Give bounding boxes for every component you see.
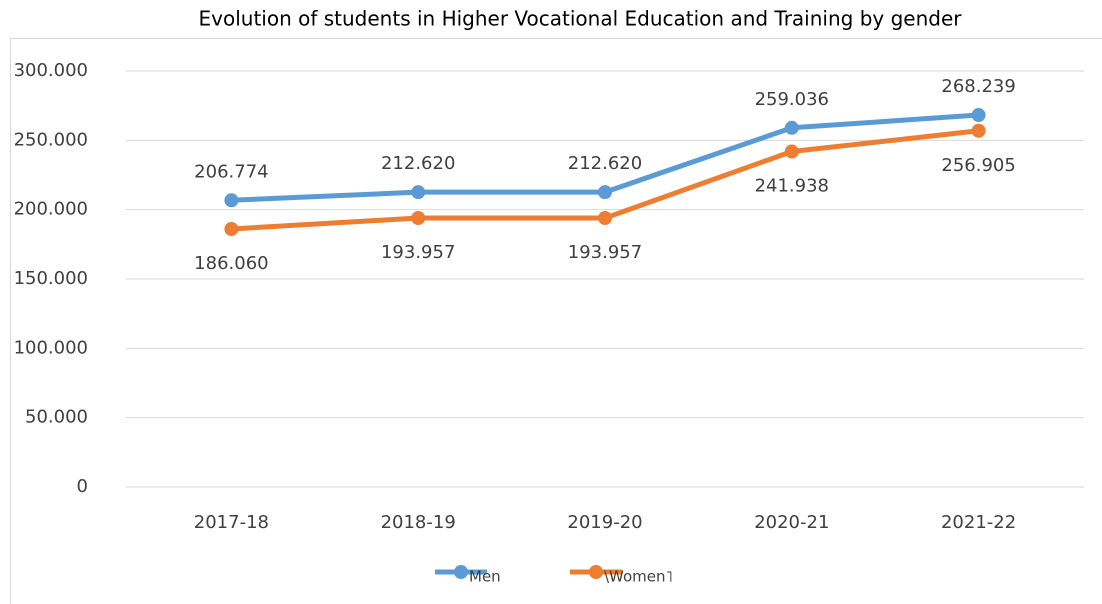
data-point — [598, 185, 612, 200]
data-label: 193.957 — [381, 242, 455, 263]
chart-title: Evolution of students in Higher Vocation… — [199, 7, 963, 31]
data-label: 193.957 — [568, 242, 642, 263]
legend-marker — [454, 565, 468, 579]
y-tick-label: 300.000 — [14, 60, 88, 81]
legend-label: \Women˥ — [604, 568, 673, 586]
data-label: 256.905 — [941, 155, 1015, 176]
legend-label: Men — [469, 568, 501, 586]
x-tick-label: 2018-19 — [381, 512, 456, 533]
data-label: 212.620 — [568, 153, 642, 174]
y-tick-label: 50.000 — [25, 407, 88, 428]
data-point — [971, 108, 986, 123]
data-label: 212.620 — [381, 153, 455, 174]
x-tick-label: 2020-21 — [754, 512, 829, 533]
data-point — [598, 211, 612, 226]
x-tick-label: 2019-20 — [567, 512, 642, 533]
legend-marker — [589, 565, 603, 579]
data-point — [411, 185, 426, 200]
y-tick-label: 0 — [77, 476, 88, 497]
data-label: 268.239 — [941, 76, 1015, 97]
chart-frame — [10, 38, 1102, 604]
y-tick-label: 200.000 — [14, 199, 88, 220]
data-point — [971, 123, 986, 138]
data-point — [784, 120, 799, 135]
y-tick-label: 150.000 — [14, 268, 88, 289]
y-tick-label: 100.000 — [14, 337, 88, 358]
x-tick-label: 2021-22 — [941, 512, 1016, 533]
data-point — [784, 144, 799, 159]
data-label: 241.938 — [755, 176, 829, 197]
data-point — [224, 221, 239, 236]
data-label: 206.774 — [194, 161, 268, 182]
data-label: 259.036 — [755, 89, 829, 110]
x-tick-label: 2017-18 — [194, 512, 269, 533]
data-point — [224, 193, 239, 208]
y-tick-label: 250.000 — [14, 129, 88, 150]
data-label: 186.060 — [194, 253, 268, 274]
data-point — [411, 211, 426, 226]
